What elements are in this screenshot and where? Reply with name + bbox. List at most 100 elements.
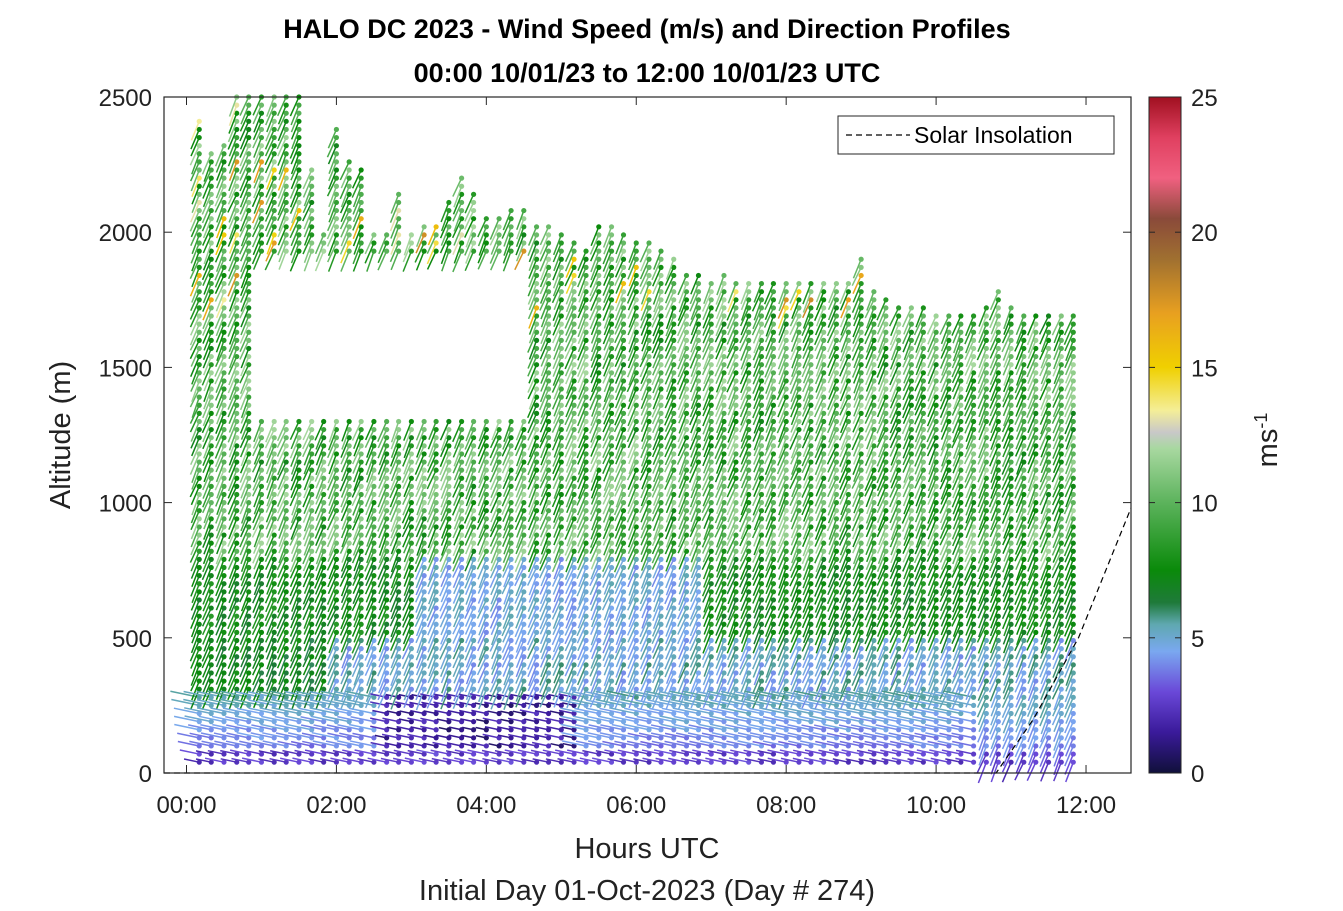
wind-barb [214,445,225,468]
wind-barb-head [596,386,602,392]
wind-barb-head [221,224,227,230]
wind-barb [290,640,300,662]
wind-barb [239,153,250,175]
wind-barb [314,437,325,457]
wind-barb-head [695,589,702,595]
wind-barb [327,194,338,216]
wind-barb [265,121,275,142]
wind-barb [228,510,238,530]
wind-barb-head [333,524,340,530]
wind-barb [289,437,300,459]
wind-barb-head [258,483,265,489]
wind-barb-head [196,386,202,392]
wind-barb-head [283,532,289,538]
wind-barb-head [358,589,364,595]
wind-barb-head [221,589,227,595]
wind-barb [353,234,362,255]
wind-barb-head [296,654,302,660]
wind-barb-head [196,524,202,530]
wind-barb-head [683,410,690,416]
wind-barb-head [234,646,240,652]
wind-barb-head [271,483,277,489]
wind-barb-head [358,573,364,579]
wind-barb-head [271,143,277,149]
wind-barb-head [208,337,214,343]
wind-barb-head [458,443,465,449]
wind-barb [190,550,200,572]
wind-barb-head [208,402,214,408]
wind-barb [228,202,238,223]
wind-barb-head [271,516,277,522]
wind-barb [303,218,313,238]
wind-barb-head [384,605,390,611]
wind-barb [291,202,300,224]
wind-barb [228,96,238,117]
wind-barb-head [234,224,240,230]
wind-barb-head [421,248,427,254]
wind-barb-head [196,637,202,644]
wind-barb [333,698,362,707]
wind-barb-head [271,751,277,757]
wind-barb [227,477,238,499]
wind-barb [215,380,225,401]
wind-barb-head [658,508,664,514]
wind-barb-head [633,321,639,327]
wind-barb [200,732,225,739]
wind-barb [282,749,300,755]
wind-barb-head [296,710,302,717]
wind-barb-head [258,548,265,554]
wind-barb-head [671,646,677,652]
wind-barb [227,275,238,297]
wind-barb-head [470,207,477,214]
wind-barb-head [283,491,289,498]
wind-barb-head [234,451,240,457]
wind-barb-head [384,654,390,660]
wind-barb [202,477,212,499]
wind-barb-head [246,524,252,530]
wind-barb [314,510,325,531]
wind-barb-head [358,199,364,206]
wind-barb [252,429,263,449]
wind-barb-head [346,459,352,465]
wind-barb-head [234,686,240,692]
wind-barb [302,518,313,540]
wind-barb [265,185,275,206]
wind-barb [252,437,263,457]
wind-barb-head [483,670,489,676]
wind-barb [188,724,212,731]
wind-barb [365,607,375,630]
wind-barb-head [433,240,439,246]
wind-barb-head [221,362,227,368]
wind-barb-head [296,556,302,562]
wind-barb-head [346,224,352,230]
wind-barb-head [246,710,252,717]
wind-barb-head [333,467,340,473]
wind-barb [215,486,225,507]
wind-barb [327,575,338,595]
wind-barb-head [221,353,227,360]
wind-barb-head [671,564,677,571]
wind-barb-head [234,297,240,303]
wind-barb [300,716,324,723]
wind-barb [239,583,250,603]
wind-barb [252,510,263,531]
wind-barb-head [296,134,302,141]
wind-barb [214,258,225,281]
wind-barb [332,749,350,755]
wind-barb [239,453,250,474]
wind-barb-head [258,589,265,595]
wind-barb-head [333,248,340,254]
wind-barb-head [533,426,540,433]
wind-barb [287,732,312,739]
wind-barb-head [358,678,364,684]
wind-barb-head [346,629,352,635]
wind-barb [227,469,238,492]
wind-barb [366,250,375,272]
wind-barb [265,591,275,613]
wind-barb-head [646,646,652,652]
wind-barb-head [371,540,377,546]
wind-barb [327,732,350,739]
wind-barb [227,623,238,643]
wind-barb-head [208,710,214,717]
wind-barb-head [234,605,240,611]
